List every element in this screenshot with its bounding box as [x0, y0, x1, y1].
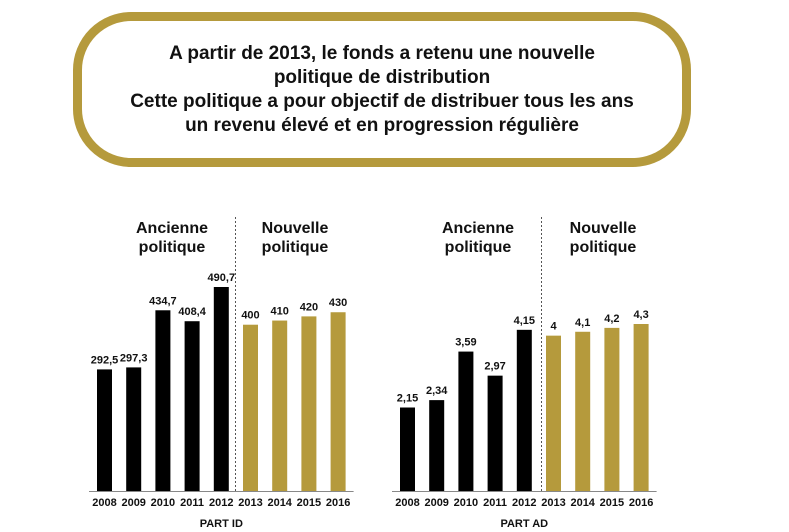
bar-1-2016: [330, 312, 346, 491]
group-label-1-2-line-1: Nouvelle: [262, 220, 329, 237]
tick-label-2-2008: 2008: [395, 497, 419, 509]
banner-line-1: A partir de 2013, le fonds a retenu une …: [169, 42, 595, 64]
bar-1-2015: [301, 316, 317, 491]
bar-2-2016: [633, 324, 649, 491]
data-label-2-2009: 2,34: [426, 385, 448, 397]
tick-label-2-2013: 2013: [541, 497, 565, 509]
bar-1-2009: [126, 367, 142, 491]
data-label-1-2014: 410: [271, 306, 289, 318]
data-label-2-2013: 4: [550, 321, 557, 333]
tick-label-1-2015: 2015: [297, 497, 321, 509]
x-axis-label-2: PART AD: [500, 518, 548, 530]
group-label-1-1-line-2: politique: [139, 239, 206, 256]
tick-label-1-2008: 2008: [92, 497, 116, 509]
tick-label-1-2014: 2014: [267, 497, 292, 509]
group-label-2-1-line-2: politique: [445, 239, 512, 256]
tick-label-1-2009: 2009: [121, 497, 145, 509]
banner-line-2: politique de distribution: [273, 66, 491, 88]
bar-2-2011: [487, 375, 503, 491]
tick-label-2-2016: 2016: [629, 497, 653, 509]
data-label-2-2008: 2,15: [397, 393, 418, 405]
group-label-2-2-line-1: Nouvelle: [570, 220, 637, 237]
bar-1-2014: [272, 320, 288, 491]
data-label-1-2011: 408,4: [178, 306, 206, 318]
data-label-1-2015: 420: [300, 301, 318, 313]
data-label-2-2015: 4,2: [604, 313, 619, 325]
tick-label-1-2013: 2013: [238, 497, 262, 509]
data-label-1-2009: 297,3: [120, 352, 148, 364]
banner-line-4: un revenu élevé et en progression réguli…: [185, 114, 579, 136]
group-label-2-1-line-1: Ancienne: [442, 220, 514, 237]
bar-1-2011: [184, 321, 200, 491]
bar-1-2013: [243, 324, 258, 491]
tick-label-2-2014: 2014: [570, 497, 595, 509]
tick-label-1-2016: 2016: [326, 497, 350, 509]
bar-2-2008: [400, 407, 415, 491]
bar-2-2013: [546, 335, 561, 491]
bar-2-2010: [458, 351, 474, 491]
tick-label-1-2010: 2010: [151, 497, 175, 509]
data-label-1-2013: 400: [241, 310, 259, 322]
bar-2-2012: [516, 329, 532, 491]
data-label-2-2010: 3,59: [455, 337, 476, 349]
data-label-1-2012: 490,7: [208, 272, 236, 284]
data-label-2-2012: 4,15: [514, 315, 535, 327]
data-label-1-2010: 434,7: [149, 295, 177, 307]
tick-label-2-2012: 2012: [512, 497, 536, 509]
headline-banner: A partir de 2013, le fonds a retenu une …: [73, 12, 691, 167]
banner-line-3: Cette politique a pour objectif de distr…: [130, 90, 634, 112]
group-label-1-1-line-1: Ancienne: [136, 220, 208, 237]
tick-label-2-2011: 2011: [483, 497, 507, 509]
tick-label-2-2009: 2009: [424, 497, 448, 509]
tick-label-1-2012: 2012: [209, 497, 233, 509]
group-label-2-2-line-2: politique: [570, 239, 637, 256]
bar-1-2012: [213, 287, 229, 491]
bar-2-2009: [429, 400, 445, 491]
tick-label-1-2011: 2011: [180, 497, 204, 509]
data-label-2-2011: 2,97: [484, 361, 505, 373]
bar-2-2014: [575, 331, 591, 491]
bar-2-2015: [604, 327, 620, 491]
x-axis-label-1: PART ID: [200, 518, 243, 530]
bar-1-2008: [97, 369, 112, 491]
tick-label-2-2015: 2015: [600, 497, 624, 509]
data-label-1-2008: 292,5: [91, 354, 119, 366]
data-label-2-2014: 4,1: [575, 317, 590, 329]
group-label-1-2-line-2: politique: [262, 239, 329, 256]
bar-1-2010: [155, 310, 171, 491]
data-label-1-2016: 430: [329, 297, 347, 309]
data-label-2-2016: 4,3: [633, 309, 648, 321]
tick-label-2-2010: 2010: [454, 497, 478, 509]
